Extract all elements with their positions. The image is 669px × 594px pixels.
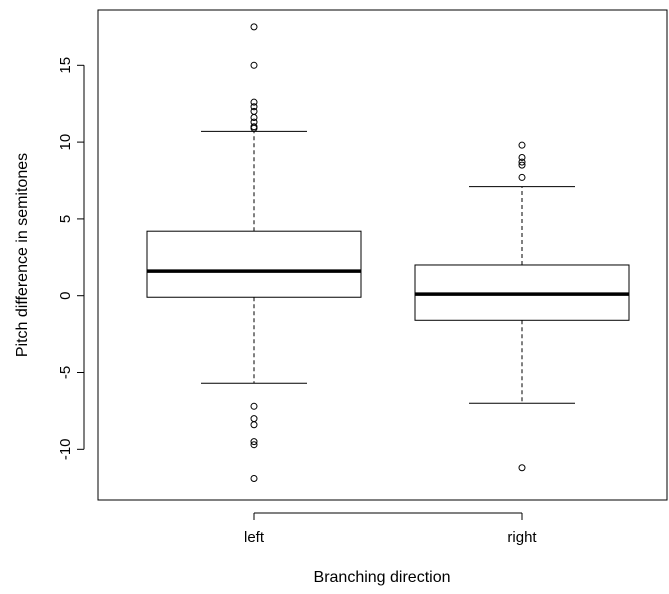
x-tick-label: left (244, 529, 265, 546)
outlier-point (250, 415, 258, 423)
boxes (146, 23, 630, 482)
outlier-point (250, 103, 258, 111)
outlier-point (250, 61, 258, 69)
outlier-point (518, 161, 526, 169)
outlier-point (250, 124, 258, 132)
outlier-point (250, 474, 258, 482)
outlier-point (518, 141, 526, 149)
x-axis: left right (244, 512, 537, 546)
outlier-point (518, 173, 526, 181)
outlier-point (250, 98, 258, 106)
plot-frame (97, 9, 668, 501)
outlier-point (250, 438, 258, 446)
y-axis: -10 -5 0 5 10 15 (57, 57, 85, 460)
y-tick-label: 0 (57, 292, 74, 300)
y-tick-label: -5 (57, 366, 74, 379)
y-tick-label: -10 (57, 438, 74, 460)
x-tick-label: right (507, 529, 537, 546)
y-tick-label: 5 (57, 215, 74, 223)
outlier-point (518, 464, 526, 472)
y-tick-label: 10 (57, 134, 74, 151)
box-iqr (146, 230, 362, 298)
box-left (146, 23, 362, 482)
outlier-point (250, 421, 258, 429)
outlier-point (518, 153, 526, 161)
outlier-point (250, 114, 258, 122)
y-axis-title: Pitch difference in semitones (14, 153, 31, 357)
x-axis-title: Branching direction (314, 569, 451, 586)
box-right (414, 141, 630, 472)
outlier-point (250, 441, 258, 449)
outlier-point (518, 158, 526, 166)
outlier-point (250, 402, 258, 410)
outlier-point (250, 23, 258, 31)
y-tick-label: 15 (57, 57, 74, 74)
